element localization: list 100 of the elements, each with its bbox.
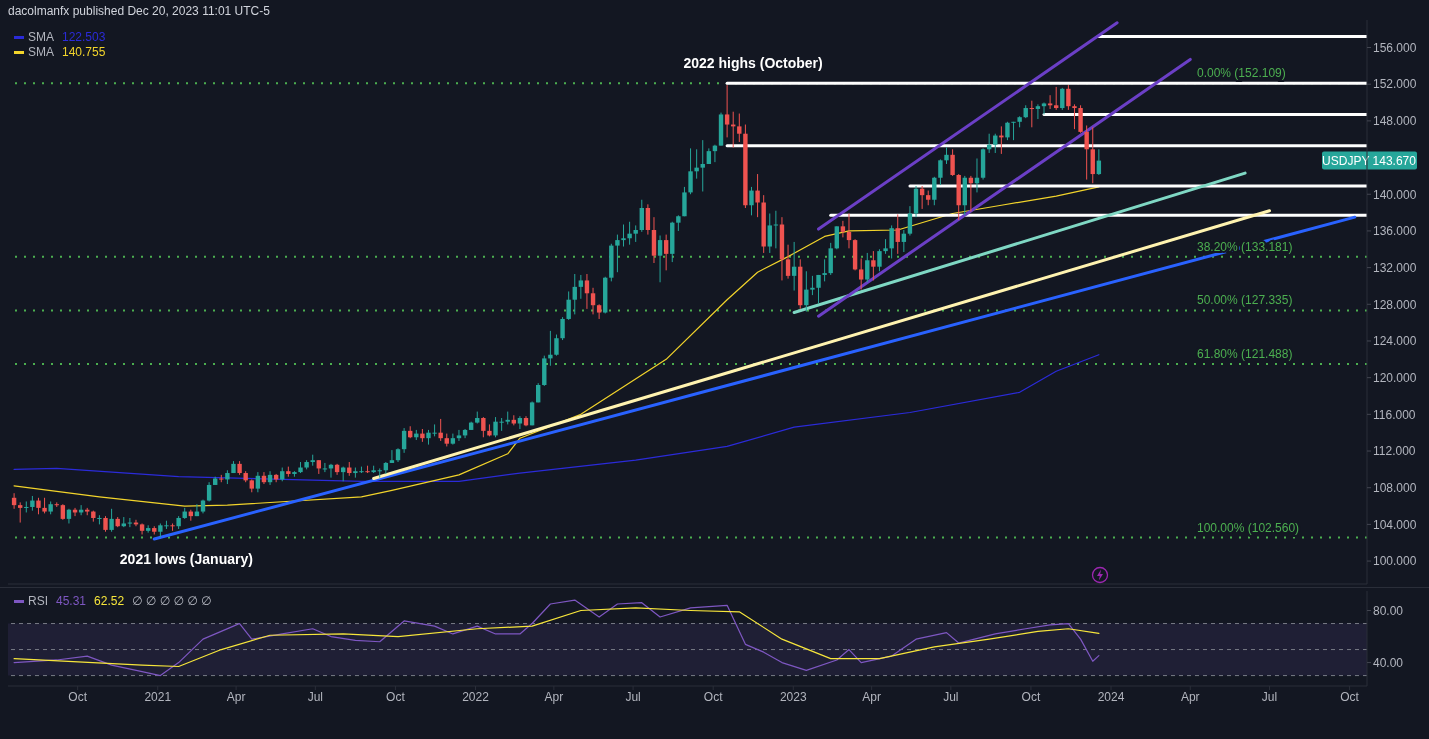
candlestick	[255, 471, 261, 493]
y-tick-label: 128.000	[1373, 297, 1417, 312]
candlestick	[877, 248, 882, 272]
candlestick	[724, 84, 730, 138]
y-tick-label: 156.000	[1373, 40, 1417, 55]
candlestick	[694, 148, 699, 180]
x-tick-label: Apr	[862, 689, 881, 704]
y-tick-label: 104.000	[1373, 517, 1417, 532]
candlestick	[1054, 86, 1059, 111]
candlestick	[438, 418, 443, 442]
legend-label: RSI	[27, 594, 49, 608]
legend-label: SMA	[28, 45, 55, 59]
candlestick	[627, 221, 632, 246]
candlestick	[548, 330, 553, 367]
candlestick	[895, 213, 900, 255]
candlestick	[657, 235, 663, 283]
y-tick-label: 140.000	[1373, 187, 1417, 202]
candlestick	[858, 257, 864, 291]
candlestick	[554, 334, 559, 357]
x-tick-label: Oct	[1340, 689, 1360, 704]
candlestick	[1047, 94, 1053, 110]
y-tick-label: 136.000	[1373, 224, 1417, 239]
ref-line-label: 100.00% (102.560)	[1197, 520, 1300, 535]
x-tick-label: 2021	[144, 689, 172, 704]
candlestick	[24, 500, 29, 513]
annotation: 45.31	[56, 594, 87, 608]
candlestick	[322, 462, 328, 473]
x-tick-label: Oct	[1021, 689, 1041, 704]
candlestick	[127, 517, 133, 528]
candlestick	[17, 501, 23, 524]
candlestick	[865, 252, 870, 283]
candlestick	[450, 433, 456, 446]
y-tick-label: 120.000	[1373, 370, 1417, 385]
candlestick	[773, 210, 779, 249]
candlestick	[1029, 100, 1035, 128]
candlestick	[1084, 124, 1089, 181]
candlestick	[791, 241, 797, 292]
candlestick	[834, 225, 840, 250]
y-tick-label: 100.000	[1373, 554, 1417, 569]
legend-label: SMA	[28, 30, 55, 44]
candlestick	[938, 158, 943, 186]
candlestick	[1041, 102, 1047, 115]
candlestick	[170, 522, 175, 532]
candlestick	[639, 199, 644, 233]
y-tick-label: 148.000	[1373, 114, 1417, 129]
x-tick-label: Jul	[943, 689, 959, 704]
chart-title: dacolmanfx published Dec 20, 2023 11:01 UTC-5	[8, 4, 270, 18]
y-tick-label: 40.00	[1373, 655, 1404, 670]
candlestick	[1035, 103, 1041, 120]
candlestick	[663, 234, 669, 271]
candlestick	[590, 287, 596, 315]
candlestick	[804, 270, 809, 313]
candlestick	[621, 224, 626, 248]
x-tick-label: 2023	[779, 689, 807, 704]
x-tick-label: Jul	[307, 689, 323, 704]
candlestick	[566, 290, 571, 321]
candlestick	[596, 303, 602, 320]
x-tick-label: 2022	[462, 689, 490, 704]
candlestick	[1078, 104, 1083, 134]
candlestick	[785, 244, 791, 280]
x-tick-label: Oct	[386, 689, 406, 704]
candlestick	[645, 203, 651, 236]
candlestick	[584, 273, 590, 310]
candlestick	[749, 186, 754, 216]
candlestick	[560, 316, 565, 341]
candlestick	[810, 275, 815, 296]
annotation: 140.755	[62, 45, 106, 59]
candlestick	[1072, 103, 1077, 130]
y-tick-label: 132.000	[1373, 260, 1417, 275]
y-tick-label: 80.00	[1373, 603, 1404, 618]
line-series	[13, 354, 1100, 482]
candlestick	[682, 186, 687, 217]
candlestick	[932, 176, 937, 206]
candlestick	[615, 234, 620, 273]
annotation: 2021 lows (January)	[119, 551, 253, 568]
x-tick-label: Oct	[68, 689, 88, 704]
candlestick	[871, 250, 876, 281]
ref-line-label: 61.80% (121.488)	[1197, 347, 1293, 362]
candlestick	[578, 274, 584, 300]
candlestick	[517, 415, 523, 430]
candlestick	[755, 173, 760, 218]
candlestick	[822, 258, 827, 282]
candlestick	[816, 274, 821, 304]
annotation: 122.503	[62, 30, 106, 44]
x-tick-label: Oct	[703, 689, 724, 704]
y-tick-label: 124.000	[1373, 334, 1417, 349]
annotation: 62.52	[94, 594, 125, 608]
annotation: ∅ ∅ ∅ ∅ ∅ ∅	[132, 594, 212, 608]
ref-line-label: 50.00% (127.335)	[1197, 293, 1293, 308]
y-tick-label: 152.000	[1373, 77, 1417, 92]
y-tick-label: 112.000	[1373, 444, 1416, 459]
line-series	[13, 607, 1100, 668]
candlestick	[700, 139, 705, 192]
candlestick	[572, 273, 577, 315]
x-tick-label: Jul	[625, 689, 641, 704]
candlestick	[456, 429, 462, 442]
candlestick	[481, 416, 486, 438]
candlestick	[840, 220, 846, 238]
y-tick-label: 108.000	[1373, 480, 1417, 495]
candlestick	[767, 213, 772, 254]
